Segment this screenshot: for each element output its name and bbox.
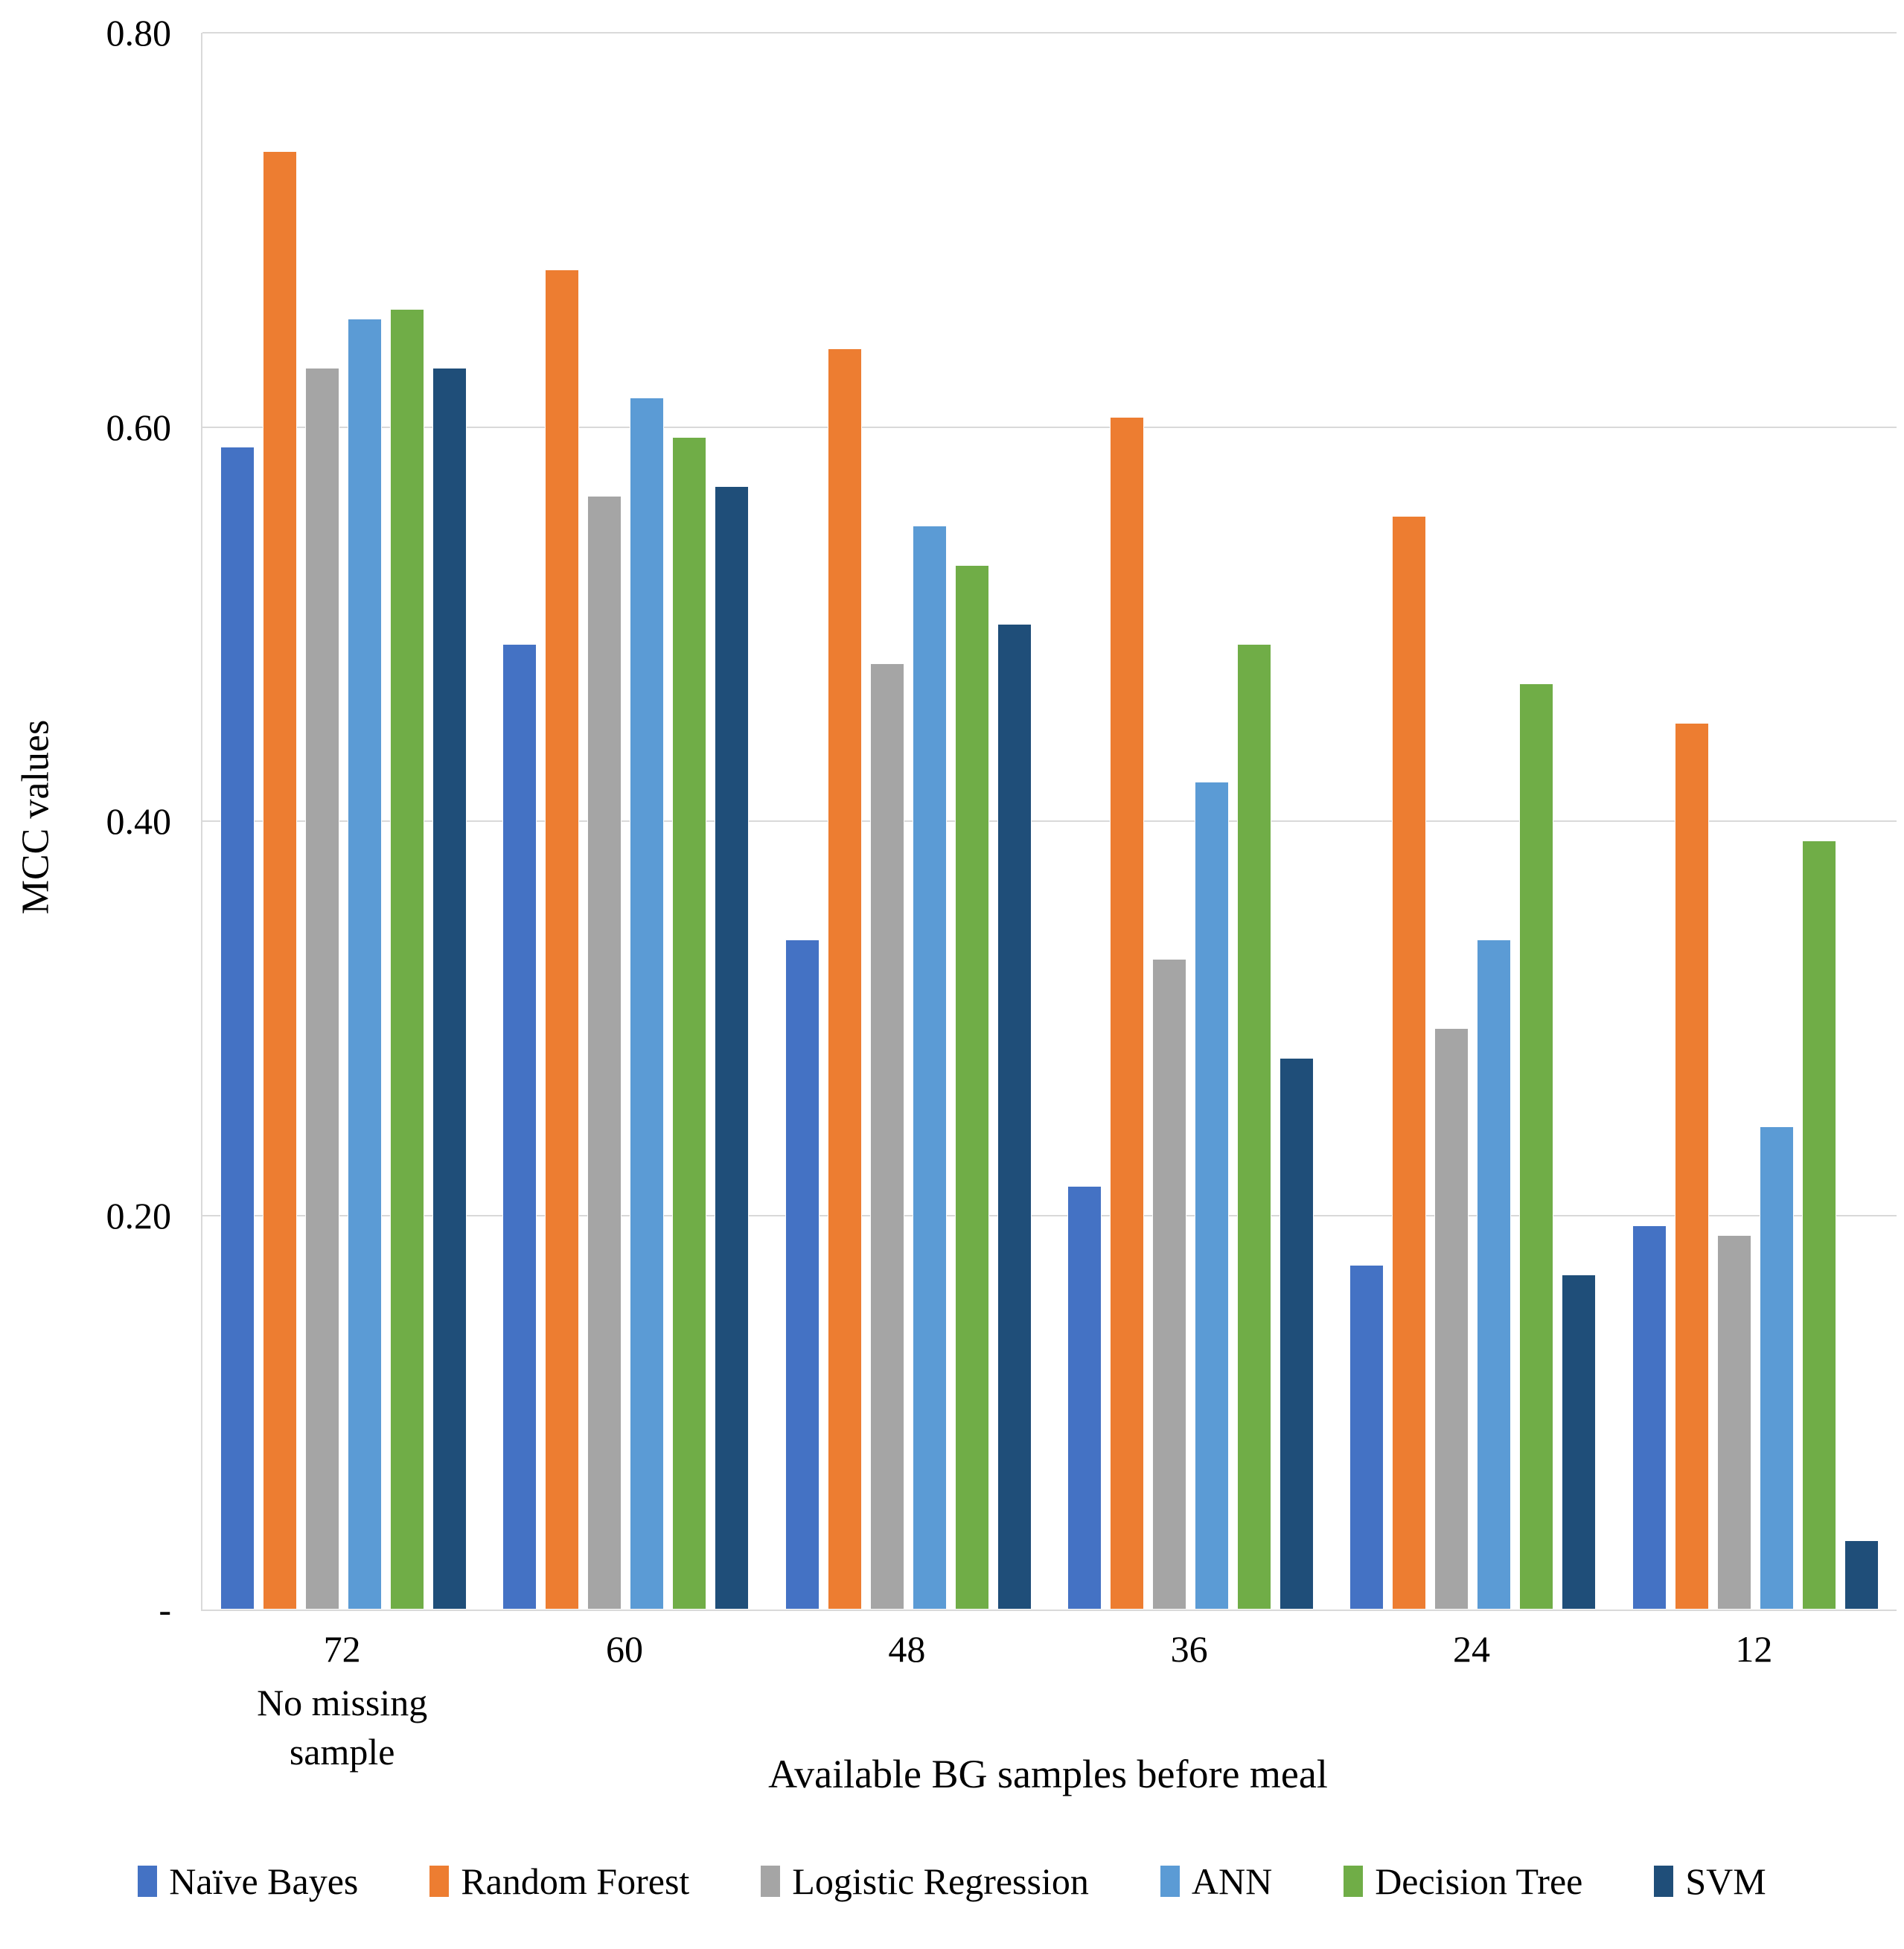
bar-random-forest-48 [827,348,862,1610]
bar-ann-12 [1759,1126,1794,1610]
x-tick-36: 36 [1170,1628,1208,1670]
legend-label: Logistic Regression [792,1860,1089,1902]
bar-na-ve-bayes-24 [1349,1264,1384,1610]
y-tick-0.80: 0.80 [106,12,172,54]
legend-label: Decision Tree [1375,1860,1583,1902]
legend-label: Random Forest [461,1860,690,1902]
y-tick-0.60: 0.60 [106,406,172,448]
bar-svm-36 [1280,1057,1314,1610]
legend-item-na-ve-bayes: Naïve Bayes [138,1860,358,1903]
legend-label: Naïve Bayes [169,1860,359,1902]
bar-logistic-regression-72 [305,368,340,1610]
legend-swatch-icon [429,1866,450,1897]
legend-swatch-icon [1160,1866,1180,1897]
x-tick-48: 48 [888,1628,926,1670]
legend-swatch-icon [761,1866,781,1897]
bar-svm-48 [997,624,1032,1610]
bar-decision-tree-12 [1801,840,1836,1610]
bar-logistic-regression-36 [1152,959,1187,1610]
bar-random-forest-72 [263,150,298,1610]
bar-ann-60 [630,397,665,1610]
bar-decision-tree-72 [390,308,425,1610]
bar-svm-24 [1562,1274,1597,1610]
bar-random-forest-24 [1392,515,1427,1610]
gridline-0.60 [202,426,1897,428]
bar-ann-24 [1477,939,1512,1610]
gridline-0.20 [202,1214,1897,1216]
y-tick-0.40: 0.40 [106,800,172,842]
bar-na-ve-bayes-48 [785,939,820,1610]
plot-area [201,32,1897,1611]
bar-logistic-regression-60 [587,496,622,1610]
bar-na-ve-bayes-72 [220,446,255,1610]
legend-swatch-icon [1344,1866,1364,1897]
bar-group-24 [1332,33,1614,1610]
legend-swatch-icon [1654,1866,1674,1897]
gridline-0.80 [202,32,1897,34]
bar-decision-tree-60 [672,436,707,1610]
bar-group-36 [1050,33,1332,1610]
y-tick-0.20: 0.20 [106,1194,172,1237]
bar-group-48 [767,33,1050,1610]
bar-ann-48 [912,525,947,1610]
y-tick--: - [159,1589,171,1630]
x-sublabel-72: No missing sample [257,1682,428,1773]
gridline-0.40 [202,820,1897,822]
bar-svm-72 [432,368,467,1610]
x-tick-24: 24 [1452,1628,1490,1670]
legend-item-svm: SVM [1654,1860,1766,1903]
bar-decision-tree-36 [1237,643,1272,1610]
bar-logistic-regression-48 [869,663,904,1610]
bar-logistic-regression-24 [1434,1028,1469,1610]
bar-ann-36 [1195,782,1230,1610]
legend-item-ann: ANN [1160,1860,1272,1903]
legend-label: ANN [1191,1860,1273,1902]
bar-group-60 [485,33,767,1610]
legend-label: SVM [1685,1860,1766,1902]
bar-na-ve-bayes-36 [1067,1185,1102,1610]
x-tick-12: 12 [1735,1628,1773,1670]
legend: Naïve Bayes Random Forest Logistic Regress… [0,1860,1904,1903]
bar-svm-60 [715,485,750,1610]
x-tick-72: 72 [323,1628,361,1670]
bar-group-72 [202,33,485,1610]
bar-random-forest-60 [545,269,580,1610]
bar-svm-12 [1844,1540,1879,1610]
bar-logistic-regression-12 [1716,1234,1751,1610]
legend-swatch-icon [138,1866,158,1897]
bar-random-forest-36 [1110,417,1145,1610]
x-tick-60: 60 [605,1628,643,1670]
bar-na-ve-bayes-12 [1632,1225,1667,1610]
x-axis-title: Available BG samples before meal [768,1752,1328,1796]
legend-item-random-forest: Random Forest [429,1860,689,1903]
bar-random-forest-12 [1674,722,1709,1610]
bar-group-12 [1614,33,1897,1610]
bar-na-ve-bayes-60 [502,643,537,1610]
bar-ann-72 [348,318,383,1610]
bar-decision-tree-24 [1519,683,1554,1610]
legend-item-decision-tree: Decision Tree [1344,1860,1582,1903]
bar-decision-tree-48 [954,564,989,1610]
legend-item-logistic-regression: Logistic Regression [761,1860,1089,1903]
